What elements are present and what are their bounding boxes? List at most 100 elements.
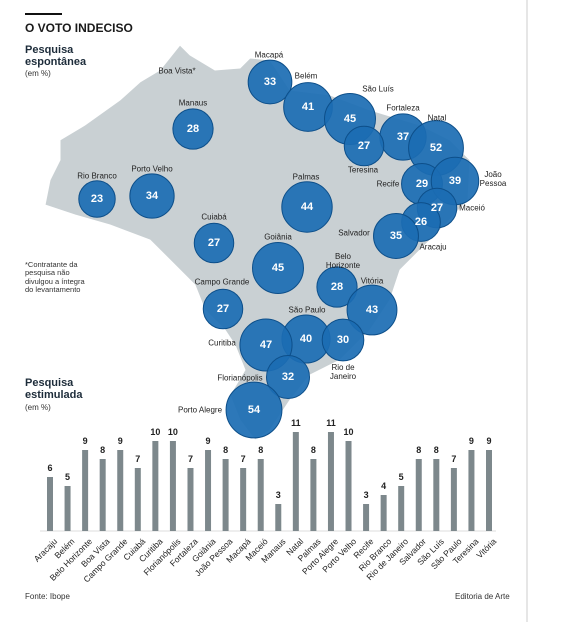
bar	[134, 468, 141, 531]
bar	[380, 495, 387, 531]
city-label: Porto Alegre	[177, 405, 223, 415]
bar	[345, 441, 352, 531]
bar	[169, 441, 176, 531]
value-label: 3	[275, 490, 281, 500]
bubble-value: 23	[90, 192, 104, 205]
bubble-value: 45	[271, 261, 285, 274]
city-label: Natal	[427, 113, 447, 123]
bar	[99, 459, 106, 531]
value-label: 7	[451, 454, 457, 464]
bar	[47, 477, 53, 531]
value-label: 6	[47, 463, 53, 473]
title: O VOTO INDECISO	[25, 21, 133, 35]
bar	[240, 468, 247, 531]
value-label: 5	[398, 472, 404, 482]
note: *Contratante da pesquisa não divulgou a …	[25, 260, 85, 294]
bubble-value: 47	[259, 338, 273, 351]
bubble	[225, 381, 283, 439]
value-label: 9	[205, 436, 211, 446]
bar	[450, 468, 457, 531]
value-label: 8	[223, 445, 229, 455]
city-label: Curitiba	[208, 338, 236, 348]
value-label: 11	[326, 418, 336, 428]
bar	[222, 459, 229, 531]
value-label: 7	[187, 454, 193, 464]
bar	[363, 504, 370, 531]
bubble-value: 37	[396, 130, 410, 143]
bubble-value: 39	[448, 174, 462, 187]
bubble	[266, 355, 310, 399]
bubble	[247, 59, 293, 105]
bubble	[202, 288, 244, 330]
bar	[486, 450, 492, 531]
city-label: Campo Grande	[194, 277, 250, 287]
city-label: Salvador	[338, 228, 370, 238]
bubble-value: 54	[247, 403, 261, 416]
city-label: São Luís	[362, 84, 394, 94]
bubble-value: 44	[300, 200, 314, 213]
bubble	[321, 318, 365, 362]
value-label: 8	[433, 445, 439, 455]
city-label: Vitória	[360, 276, 384, 286]
bubble-value: 30	[336, 333, 350, 346]
bar	[398, 486, 405, 531]
value-label: 9	[82, 436, 88, 446]
value-label: 10	[150, 427, 161, 437]
bubble	[78, 180, 116, 218]
value-label: 4	[381, 481, 387, 491]
source: Fonte: Ibope	[25, 592, 70, 601]
city-label: Maceió	[459, 203, 485, 213]
bar	[468, 450, 475, 531]
bubble-value: 32	[281, 370, 295, 383]
bubble-value: 40	[299, 332, 313, 345]
bubble-value: 29	[415, 177, 429, 190]
bubble	[346, 284, 398, 336]
bubble-value: 43	[365, 303, 379, 316]
section-unit: (em %)	[25, 403, 51, 412]
bubble-value: 27	[216, 302, 230, 315]
city-label: Aracaju	[419, 242, 447, 252]
bubble-value: 26	[414, 215, 428, 228]
value-label: 8	[310, 445, 316, 455]
city-label: Florianópolis	[217, 373, 263, 383]
bubble-value: 52	[429, 141, 443, 154]
bubble-value: 28	[186, 122, 200, 135]
bubble-value: 35	[389, 229, 403, 242]
city-label: Rio de Janeiro	[329, 363, 357, 381]
bar	[433, 459, 440, 531]
bubble-value: 27	[430, 201, 444, 214]
city-label: São Paulo	[288, 305, 326, 315]
bubble	[343, 125, 385, 167]
section-title: Pesquisa espontânea	[25, 44, 87, 69]
city-label: Goiânia	[264, 232, 292, 242]
bar	[257, 459, 264, 531]
value-label: 7	[135, 454, 141, 464]
bubble-value: 28	[330, 280, 344, 293]
city-label: Porto Velho	[131, 164, 173, 174]
bar	[275, 504, 282, 531]
bar	[310, 459, 317, 531]
city-label: Teresina	[347, 165, 379, 175]
value-label: 9	[468, 436, 474, 446]
bubble-value: 41	[301, 100, 315, 113]
value-label: 7	[240, 454, 246, 464]
bubble-value: 33	[263, 75, 277, 88]
city-label: Macapá	[254, 50, 284, 60]
bubble-value: 27	[357, 139, 371, 152]
city-label: Belém	[294, 71, 318, 81]
value-label: 8	[416, 445, 422, 455]
bubble	[373, 213, 419, 259]
value-label: 5	[65, 472, 71, 482]
bar	[205, 450, 212, 531]
city-label: João Pessoa	[479, 170, 507, 188]
bar	[327, 432, 334, 531]
value-label: 9	[486, 436, 492, 446]
city-label: Rio Branco	[77, 171, 117, 181]
city-label: Belo Horizonte	[325, 252, 361, 270]
bar	[82, 450, 89, 531]
bar	[152, 441, 159, 531]
bubble-value: 45	[343, 112, 357, 125]
city-label: Recife	[376, 179, 400, 189]
city-label: Fortaleza	[386, 103, 420, 113]
